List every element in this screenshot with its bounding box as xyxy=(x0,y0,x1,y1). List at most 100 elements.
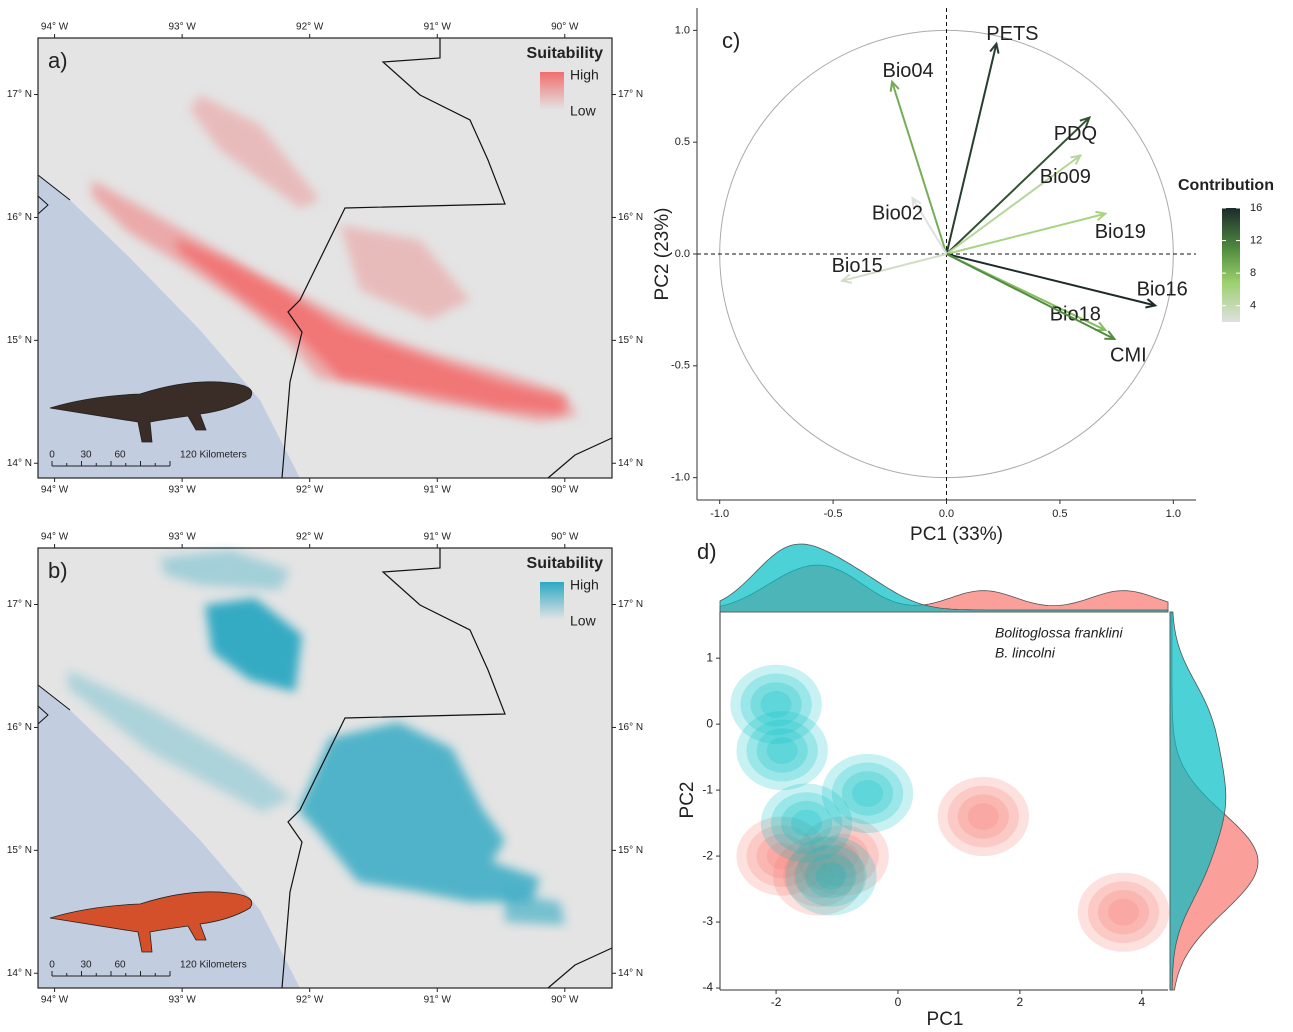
loading-vector xyxy=(947,254,1156,305)
y-tick-label: 15° N xyxy=(618,845,643,856)
legend-entry: B. lincolni xyxy=(995,645,1056,661)
scale-label: 0 xyxy=(49,960,55,971)
x-tick-label: -1.0 xyxy=(710,508,729,520)
x-tick-label: 91° W xyxy=(424,485,452,496)
y-tick-label: 17° N xyxy=(618,599,643,610)
colorbar-label: 16 xyxy=(1250,202,1262,214)
y-tick-label: 17° N xyxy=(618,89,643,100)
vector-label: PETS xyxy=(986,23,1038,45)
colorbar-label: 8 xyxy=(1250,267,1256,279)
y-tick-label: -3 xyxy=(702,914,713,928)
legend-label: Low xyxy=(570,613,597,629)
x-tick-label: 91° W xyxy=(424,995,452,1006)
x-tick-label: 92° W xyxy=(296,532,324,543)
colorbar-label: 12 xyxy=(1250,234,1262,246)
x-tick-label: 93° W xyxy=(168,995,196,1006)
y-tick-label: 14° N xyxy=(7,968,32,979)
y-tick-label: -4 xyxy=(702,980,713,994)
loading-vector xyxy=(892,82,946,254)
y-tick-label: 0 xyxy=(706,716,713,730)
vector-label: CMI xyxy=(1110,344,1147,366)
legend-colorbar xyxy=(540,72,564,110)
density-contour xyxy=(791,810,822,837)
panel-label: d) xyxy=(697,539,717,564)
colorbar-label: 4 xyxy=(1250,300,1256,312)
x-tick-label: 4 xyxy=(1138,995,1145,1009)
x-tick-label: 93° W xyxy=(168,485,196,496)
vector-label: Bio16 xyxy=(1137,279,1188,301)
scale-label: 30 xyxy=(80,960,92,971)
vector-label: Bio02 xyxy=(872,202,923,224)
y-tick-label: 14° N xyxy=(7,458,32,469)
y-tick-label: 15° N xyxy=(7,335,32,346)
legend-title: Suitability xyxy=(527,555,604,572)
density-contour xyxy=(852,780,883,807)
y-tick-label: 1.0 xyxy=(675,24,690,36)
scale-label: 60 xyxy=(114,450,126,461)
x-axis-label: PC1 xyxy=(927,1009,964,1030)
density-contour xyxy=(815,862,846,889)
x-tick-label: 0.0 xyxy=(939,508,954,520)
y-tick-label: 0.0 xyxy=(675,248,690,260)
y-tick-label: -0.5 xyxy=(671,360,690,372)
x-tick-label: 90° W xyxy=(551,995,579,1006)
x-tick-label: 94° W xyxy=(41,532,69,543)
vector-label: Bio04 xyxy=(882,60,933,82)
x-tick-label: 94° W xyxy=(41,485,69,496)
vector-label: Bio15 xyxy=(832,255,883,277)
x-tick-label: -2 xyxy=(771,995,782,1009)
x-tick-label: 93° W xyxy=(168,532,196,543)
x-axis-label: PC1 (33%) xyxy=(910,524,1003,545)
x-tick-label: 94° W xyxy=(41,22,69,33)
y-tick-label: 0.5 xyxy=(675,136,690,148)
scale-label: 0 xyxy=(49,450,55,461)
x-tick-label: 0.5 xyxy=(1052,508,1067,520)
loading-vector xyxy=(947,254,1115,339)
y-tick-label: 16° N xyxy=(618,212,643,223)
y-axis-label: PC2 xyxy=(677,782,698,819)
vector-label: Bio18 xyxy=(1050,303,1101,325)
scale-label: 120 Kilometers xyxy=(180,960,247,971)
y-tick-label: -2 xyxy=(702,848,713,862)
y-tick-label: 16° N xyxy=(7,212,32,223)
y-tick-label: 1 xyxy=(706,650,713,664)
y-tick-label: 16° N xyxy=(618,722,643,733)
figure: 94° W 94° W 93° W 93° W 92° W 92° W 91° W 91° W… xyxy=(0,0,1293,1032)
density-contour xyxy=(767,737,798,764)
density-contour xyxy=(1108,899,1139,926)
panel-label: a) xyxy=(48,48,68,73)
x-tick-label: 2 xyxy=(1017,995,1024,1009)
legend-entry: Bolitoglossa franklini xyxy=(995,625,1124,641)
x-tick-label: 90° W xyxy=(551,22,579,33)
legend-label: High xyxy=(570,67,599,83)
legend-label: Low xyxy=(570,103,597,119)
colorbar xyxy=(1222,208,1240,322)
panel-label: c) xyxy=(722,28,740,53)
y-tick-label: -1 xyxy=(702,782,713,796)
loading-vector xyxy=(947,214,1106,254)
scale-label: 60 xyxy=(114,960,126,971)
scale-label: 120 Kilometers xyxy=(180,450,247,461)
x-tick-label: -0.5 xyxy=(824,508,843,520)
x-tick-label: 92° W xyxy=(296,485,324,496)
panel-label: b) xyxy=(48,558,68,583)
x-tick-label: 90° W xyxy=(551,485,579,496)
y-tick-label: 17° N xyxy=(7,89,32,100)
legend-title: Suitability xyxy=(527,45,604,62)
x-tick-label: 91° W xyxy=(424,532,452,543)
vector-label: PDQ xyxy=(1054,123,1097,145)
x-tick-label: 92° W xyxy=(296,995,324,1006)
y-tick-label: 17° N xyxy=(7,599,32,610)
legend-title: Contribution xyxy=(1178,177,1274,194)
y-tick-label: -1.0 xyxy=(671,472,690,484)
y-tick-label: 15° N xyxy=(618,335,643,346)
y-tick-label: 15° N xyxy=(7,845,32,856)
y-tick-label: 14° N xyxy=(618,968,643,979)
scale-label: 30 xyxy=(80,450,92,461)
legend-colorbar xyxy=(540,582,564,620)
x-tick-label: 91° W xyxy=(424,22,452,33)
x-tick-label: 93° W xyxy=(168,22,196,33)
x-tick-label: 94° W xyxy=(41,995,69,1006)
x-tick-label: 1.0 xyxy=(1166,508,1181,520)
legend-label: High xyxy=(570,577,599,593)
